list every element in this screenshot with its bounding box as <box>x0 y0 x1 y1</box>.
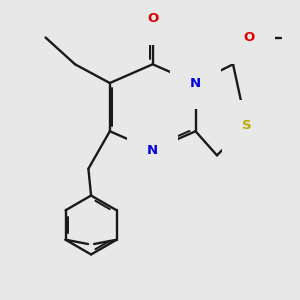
Text: O: O <box>147 12 158 25</box>
Text: N: N <box>190 76 201 89</box>
Text: N: N <box>147 143 158 157</box>
Text: S: S <box>242 119 251 132</box>
Text: O: O <box>244 31 255 44</box>
